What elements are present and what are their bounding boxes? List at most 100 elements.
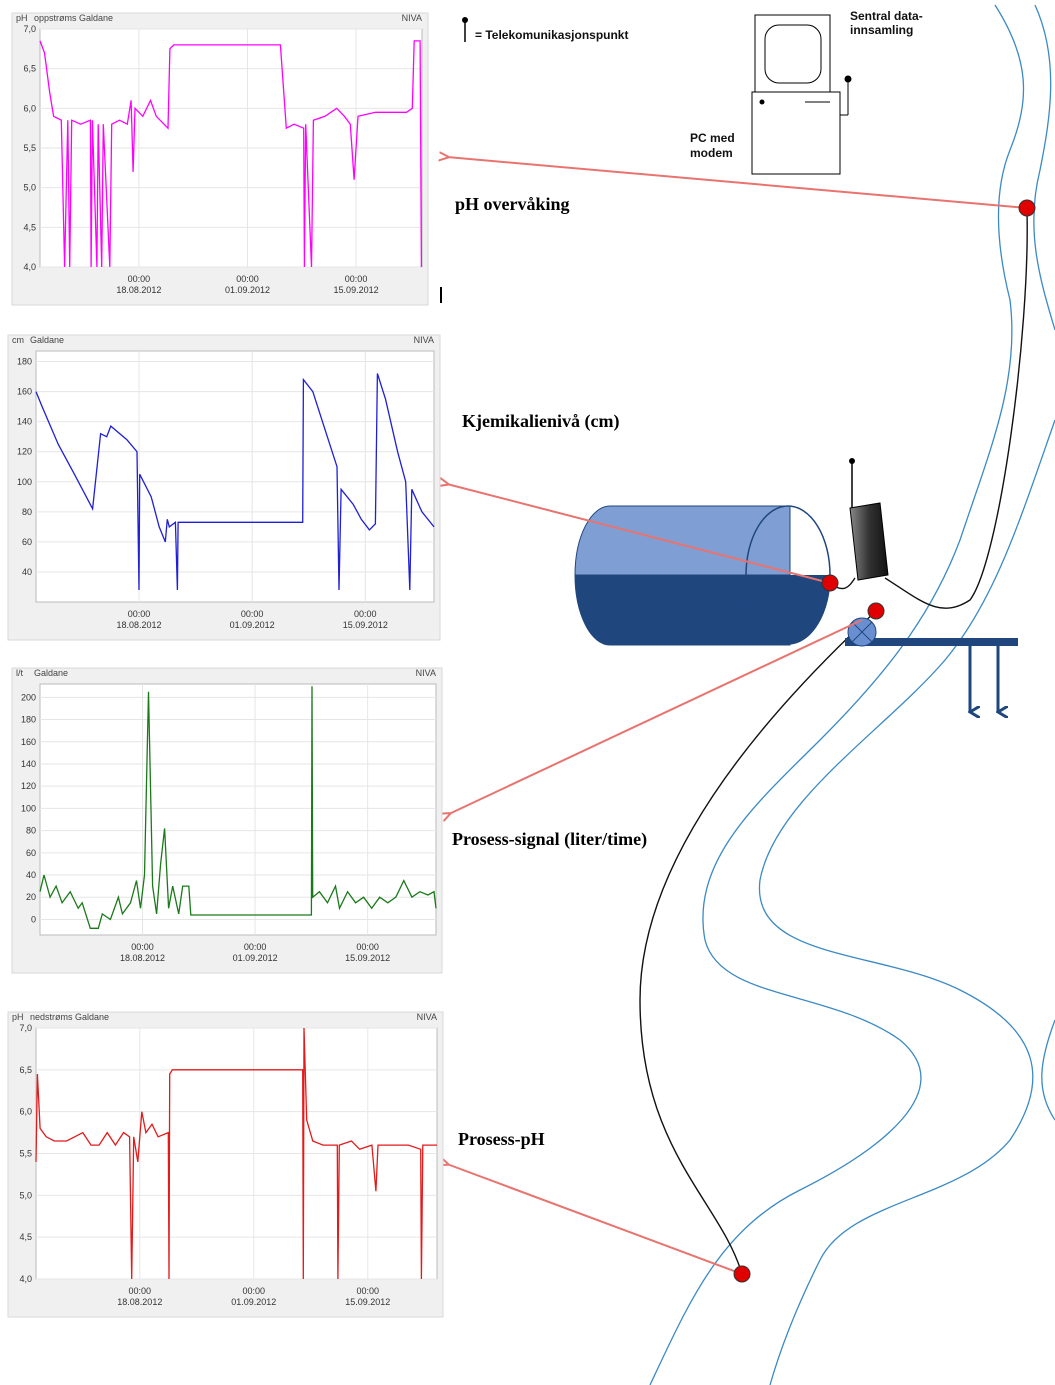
y-tick-label: 7,0 [23,24,36,34]
plot-area [39,683,437,936]
chart: cm Galdane NIVA40608010012014016018000:001… [7,334,441,641]
y-tick-label: 160 [21,737,36,747]
x-tick-label: 15.09.2012 [345,1297,390,1307]
sensor [867,602,885,620]
y-tick-label: 6,0 [23,103,36,113]
y-axis-label: pH [16,13,28,23]
antenna-tip [844,75,852,83]
y-tick-label: 40 [22,567,32,577]
x-tick-label: 18.08.2012 [117,620,162,630]
y-tick-label: 4,0 [19,1274,32,1284]
led [759,99,765,105]
y-tick-label: 120 [21,781,36,791]
chart: pH oppstrøms Galdane NIVA 4,0 4,5 5,0 5,5 6,0 6,… [11,12,429,306]
sensors [733,199,1036,1283]
y-tick-label: 100 [17,477,32,487]
pc-label: modem [690,146,733,160]
pc-case [751,91,841,175]
x-tick-label: 00:00 [244,942,267,952]
x-tick-label: 18.08.2012 [117,1297,162,1307]
river-bank [649,4,1025,1385]
diagram-label: Prosess-signal (liter/time) [452,829,647,850]
chart-title: Galdane [30,335,64,345]
arrow [449,619,863,814]
y-axis-label: pH [12,1012,24,1022]
central-label: innsamling [850,23,913,37]
sensor [821,574,839,592]
x-tick-label: 01.09.2012 [233,953,278,963]
data-line [35,1027,437,1280]
x-tick-label: 18.08.2012 [120,953,165,963]
y-tick-label: 5,5 [23,143,36,153]
chart-source: NIVA [417,1012,437,1022]
chart: l/t Galdane NIVA 0 20 40 60 80 100 120 140 160 180 20… [11,667,443,974]
y-tick-label: 4,0 [23,262,36,272]
y-tick-label: 180 [21,715,36,725]
y-tick-label: 5,5 [19,1149,32,1159]
y-tick-label: 100 [21,803,36,813]
diagram-label: Kjemikalienivå (cm) [462,411,619,432]
y-tick-label: 5,0 [23,183,36,193]
pc-label: PC med [690,131,735,145]
y-tick-label: 0 [31,914,36,924]
x-tick-label: 18.08.2012 [116,285,161,295]
x-tick-label: 00:00 [354,609,377,619]
sensor [1018,199,1036,217]
y-axis-label: cm [12,335,24,345]
pipe [845,638,1018,646]
x-tick-label: 15.09.2012 [334,285,379,295]
diagram-label: pH overvåking [455,194,570,214]
plot-area [35,350,435,603]
x-tick-label: 00:00 [241,609,264,619]
chart-source: NIVA [416,668,436,678]
y-tick-label: 120 [17,447,32,457]
river-bank [1041,1019,1055,1121]
computer [751,14,852,175]
x-tick-label: 00:00 [128,274,151,284]
y-tick-label: 6,5 [23,64,36,74]
antenna-tip [462,17,468,23]
antenna-tip [849,458,855,464]
arrow [447,484,831,584]
x-tick-label: 00:00 [345,274,368,284]
logger-box [849,502,889,581]
x-tick-label: 00:00 [357,1286,380,1296]
x-tick-label: 00:00 [356,942,379,952]
y-tick-label: 20 [26,892,36,902]
cable [884,211,1028,609]
valve-cross [851,621,873,643]
river [649,4,1055,1385]
y-tick-label: 40 [26,870,36,880]
valve [847,617,877,647]
y-tick-label: 7,0 [19,1023,32,1033]
chart-source: NIVA [402,13,422,23]
river-bank [758,419,1055,1385]
y-tick-label: 80 [22,507,32,517]
y-tick-label: 80 [26,826,36,836]
y-tick-label: 6,0 [19,1107,32,1117]
y-tick-label: 160 [17,387,32,397]
data-line [39,40,423,268]
arrow [447,1164,743,1275]
x-tick-label: 01.09.2012 [225,285,270,295]
river-bank [1033,4,1055,331]
tank-end-fill [746,575,830,644]
chart: pH nedstrøms Galdane NIVA 4,0 4,5 5,0 5,5 6,0 6,… [7,1011,444,1318]
y-tick-label: 200 [21,692,36,702]
data-line [39,686,437,929]
legend-text: = Telekomunikasjonspunkt [475,28,628,42]
y-tick-label: 60 [22,537,32,547]
y-tick-label: 140 [21,759,36,769]
x-tick-label: 00:00 [131,942,154,952]
y-axis-label: l/t [16,668,24,678]
cable [639,610,877,1275]
x-tick-label: 00:00 [243,1286,266,1296]
x-tick-label: 01.09.2012 [231,1297,276,1307]
data-line [35,373,435,591]
y-tick-label: 4,5 [19,1232,32,1242]
y-tick-label: 6,5 [19,1065,32,1075]
tank-bottom [574,574,791,646]
